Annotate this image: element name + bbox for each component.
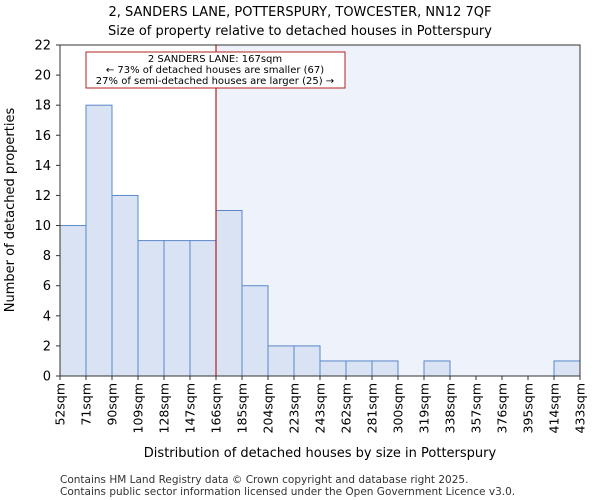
bar-414sqm [553,360,581,377]
x-tick-label: 433sqm [573,383,588,433]
bar-90sqm [111,194,139,377]
bar-166sqm [215,210,243,377]
chart-title: 2, SANDERS LANE, POTTERSPURY, TOWCESTER,… [108,5,491,20]
bar-185sqm [241,285,269,377]
annotation-line-2: ← 73% of detached houses are smaller (67… [106,65,324,76]
y-tick-label: 16 [34,129,51,144]
y-axis: 0 2 4 6 8 10 12 14 16 18 20 22 [34,39,60,385]
x-tick-label: 414sqm [547,383,562,433]
bars-group [59,104,581,377]
plot-frame [59,44,581,377]
annotation-box: 2 SANDERS LANE: 167sqm ← 73% of detached… [85,51,346,89]
annotation-line-1: 2 SANDERS LANE: 167sqm [148,54,282,65]
x-axis-label: Distribution of detached houses by size … [144,446,497,461]
bar-243sqm [319,360,347,377]
x-tick-label: 223sqm [287,383,302,433]
bar-204sqm [267,345,295,377]
x-tick-label: 319sqm [417,383,432,433]
y-axis-label: Number of detached properties [3,108,18,313]
x-tick-label: 128sqm [157,383,172,433]
bar-147sqm [189,240,217,377]
bar-223sqm [293,345,321,377]
x-tick-label: 262sqm [339,383,354,433]
x-tick-label: 243sqm [313,383,328,433]
footer-line-2: Contains public sector information licen… [60,486,515,498]
bar-109sqm [137,240,165,377]
x-tick-label: 90sqm [105,383,120,426]
x-tick-label: 166sqm [209,383,224,433]
y-tick-label: 10 [34,219,51,234]
x-tick-label: 204sqm [261,383,276,433]
x-tick-label: 109sqm [131,383,146,433]
x-tick-label: 281sqm [365,383,380,433]
y-tick-label: 14 [34,159,51,174]
x-tick-label: 395sqm [521,383,536,433]
x-tick-label: 338sqm [443,383,458,433]
y-tick-label: 6 [43,279,51,294]
y-tick-label: 8 [43,249,51,264]
x-tick-label: 300sqm [391,383,406,433]
y-tick-label: 18 [34,99,51,114]
x-tick-label: 71sqm [79,383,94,426]
x-tick-label: 376sqm [495,383,510,433]
annotation-line-3: 27% of semi-detached houses are larger (… [96,76,334,87]
highlight-region [216,45,580,376]
chart-subtitle: Size of property relative to detached ho… [108,24,492,39]
bar-52sqm [59,225,87,377]
x-tick-label: 357sqm [469,383,484,433]
y-tick-label: 12 [34,189,51,204]
footer-line-1: Contains HM Land Registry data © Crown c… [60,474,468,486]
bar-71sqm [85,104,113,377]
bar-319sqm [423,360,451,377]
bar-262sqm [345,360,373,377]
bar-281sqm [371,360,399,377]
y-tick-label: 20 [34,69,51,84]
x-tick-label: 185sqm [235,383,250,433]
y-tick-label: 2 [43,339,51,354]
x-tick-label: 52sqm [53,383,68,426]
x-tick-label: 147sqm [183,383,198,433]
bar-128sqm [163,240,191,377]
y-tick-label: 4 [43,309,51,324]
x-axis: 52sqm 71sqm 90sqm 109sqm 128sqm 147sqm 166sqm 1… [53,376,588,433]
y-tick-label: 0 [43,370,51,385]
y-tick-label: 22 [34,39,51,54]
